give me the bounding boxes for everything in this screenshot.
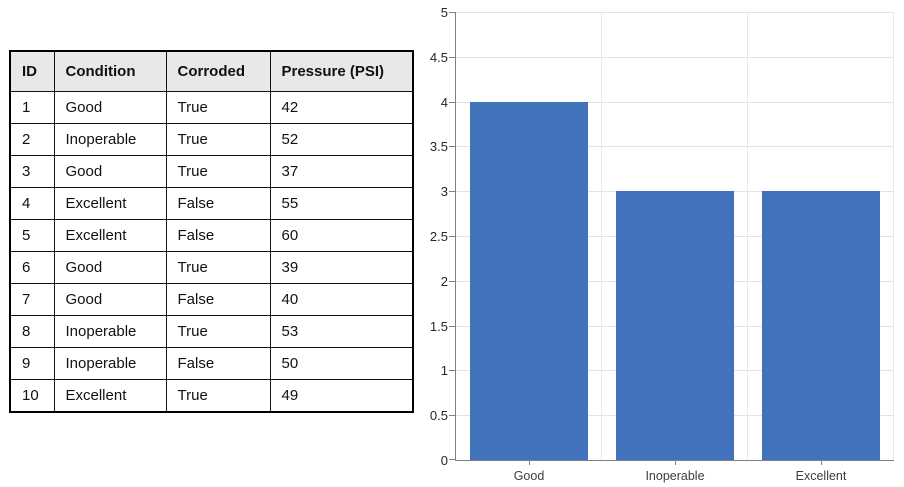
y-axis-tick <box>449 236 456 237</box>
y-axis-tick <box>449 12 456 13</box>
table-cell: 49 <box>269 379 414 413</box>
table-cell: True <box>165 123 271 156</box>
vertical-gridline <box>893 12 894 460</box>
y-axis-tick <box>449 146 456 147</box>
y-axis-tick <box>449 281 456 282</box>
table-cell: Inoperable <box>53 315 167 348</box>
table-row: 6 Good True 39 <box>9 251 414 284</box>
table-cell: 42 <box>269 91 414 124</box>
table-cell: 5 <box>9 219 55 252</box>
y-axis-label: 0 <box>440 453 448 468</box>
horizontal-gridline <box>456 12 894 13</box>
y-axis-label: 3 <box>440 184 448 199</box>
y-axis-label: 4.5 <box>429 50 448 65</box>
table-body: 1 Good True 42 2 Inoperable True 52 3 Good True 37 4… <box>9 91 414 413</box>
table-cell: 37 <box>269 155 414 188</box>
bar-good <box>470 102 588 460</box>
y-axis-label: 4 <box>440 95 448 110</box>
table-cell: Excellent <box>53 219 167 252</box>
table-cell: 6 <box>9 251 55 284</box>
x-axis-label: Good <box>513 469 545 483</box>
y-axis-label: 1.5 <box>429 319 448 334</box>
table-cell: 55 <box>269 187 414 220</box>
table-cell: True <box>165 155 271 188</box>
table-cell: Inoperable <box>53 347 167 380</box>
table-cell: 60 <box>269 219 414 252</box>
table-cell: 1 <box>9 91 55 124</box>
y-axis-label: 1 <box>440 363 448 378</box>
table-header-row: ID Condition Corroded Pressure (PSI) <box>9 50 414 92</box>
table-row: 5 Excellent False 60 <box>9 219 414 252</box>
column-header: Pressure (PSI) <box>269 50 414 92</box>
y-axis-label: 2 <box>440 274 448 289</box>
y-axis-label: 5 <box>440 5 448 20</box>
y-axis-label: 2.5 <box>429 229 448 244</box>
bar-inoperable <box>616 191 734 460</box>
table-row: 10 Excellent True 49 <box>9 379 414 413</box>
table-cell: True <box>165 315 271 348</box>
table-cell: Good <box>53 155 167 188</box>
y-axis-tick <box>449 415 456 416</box>
horizontal-gridline <box>456 57 894 58</box>
table-cell: Inoperable <box>53 123 167 156</box>
y-axis-label: 0.5 <box>429 408 448 423</box>
table-cell: Excellent <box>53 187 167 220</box>
table-cell: True <box>165 91 271 124</box>
vertical-gridline <box>601 12 602 460</box>
table-cell: 8 <box>9 315 55 348</box>
table-row: 3 Good True 37 <box>9 155 414 188</box>
table-row: 4 Excellent False 55 <box>9 187 414 220</box>
table-cell: 2 <box>9 123 55 156</box>
table-cell: Good <box>53 283 167 316</box>
x-axis-tick <box>675 460 676 465</box>
table-header: ID Condition Corroded Pressure (PSI) <box>9 50 414 92</box>
table-row: 8 Inoperable True 53 <box>9 315 414 348</box>
table-cell: 39 <box>269 251 414 284</box>
y-axis-tick <box>449 191 456 192</box>
table-cell: 3 <box>9 155 55 188</box>
horizontal-gridline <box>456 102 894 103</box>
table-cell: 50 <box>269 347 414 380</box>
table-row: 7 Good False 40 <box>9 283 414 316</box>
table-cell: False <box>165 219 271 252</box>
x-axis-label: Excellent <box>795 469 847 483</box>
column-header: Corroded <box>165 50 271 92</box>
bar-excellent <box>762 191 880 460</box>
table-cell: True <box>165 251 271 284</box>
table-cell: True <box>165 379 271 413</box>
table-cell: False <box>165 347 271 380</box>
y-axis-tick <box>449 57 456 58</box>
table-cell: Good <box>53 91 167 124</box>
column-header: Condition <box>53 50 167 92</box>
column-header: ID <box>9 50 55 92</box>
table-cell: 40 <box>269 283 414 316</box>
horizontal-gridline <box>456 146 894 147</box>
table-cell: 9 <box>9 347 55 380</box>
y-axis-tick <box>449 102 456 103</box>
y-axis-tick <box>449 370 456 371</box>
table-cell: False <box>165 283 271 316</box>
x-axis-label: Inoperable <box>645 469 705 483</box>
table-cell: Good <box>53 251 167 284</box>
x-axis-tick <box>529 460 530 465</box>
pipe-data-table: ID Condition Corroded Pressure (PSI) 1 Good T… <box>9 50 414 413</box>
table-cell: 10 <box>9 379 55 413</box>
y-axis-label: 3.5 <box>429 139 448 154</box>
table-cell: False <box>165 187 271 220</box>
table-cell: 53 <box>269 315 414 348</box>
table-cell: 7 <box>9 283 55 316</box>
table-cell: 4 <box>9 187 55 220</box>
table-row: 1 Good True 42 <box>9 91 414 124</box>
bar-chart: 0 0.5 1 1.5 2 2.5 3 3.5 4 4.5 5 Good Inoperable Exce… <box>430 5 894 483</box>
y-axis-tick <box>449 459 456 460</box>
x-axis-tick <box>821 460 822 465</box>
table-row: 2 Inoperable True 52 <box>9 123 414 156</box>
table-cell: Excellent <box>53 379 167 413</box>
table-cell: 52 <box>269 123 414 156</box>
y-axis-tick <box>449 326 456 327</box>
table-row: 9 Inoperable False 50 <box>9 347 414 380</box>
vertical-gridline <box>747 12 748 460</box>
